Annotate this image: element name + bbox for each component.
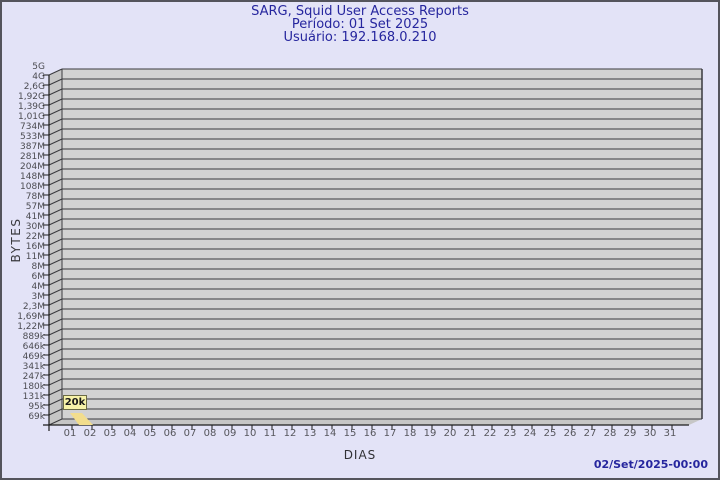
chart-user-subtitle: Usuário: 192.168.0.210 xyxy=(283,30,437,45)
x-tick-label: 18 xyxy=(403,428,417,439)
x-tick-label: 11 xyxy=(263,428,277,439)
y-tick-label: 469k xyxy=(22,352,45,362)
x-tick-label: 23 xyxy=(503,428,517,439)
y-tick-label: 646k xyxy=(22,342,45,352)
y-tick-label: 4M xyxy=(31,282,46,292)
y-tick-label: 204M xyxy=(20,162,45,172)
y-tick-label: 1,39G xyxy=(17,102,45,112)
y-tick-label: 78M xyxy=(25,192,45,202)
y-tick-label: 11M xyxy=(25,252,45,262)
x-tick-label: 06 xyxy=(163,428,177,439)
y-tick-label: 341k xyxy=(22,362,45,372)
y-tick-label: 3M xyxy=(31,292,46,302)
y-tick-label: 281M xyxy=(20,152,45,162)
x-tick-label: 15 xyxy=(343,428,357,439)
y-axis-title: BYTES xyxy=(9,217,23,263)
bar-value-label: 20k xyxy=(63,395,87,410)
x-tick-label: 22 xyxy=(483,428,497,439)
x-tick-label: 02 xyxy=(83,428,97,439)
x-tick-label: 03 xyxy=(103,428,117,439)
x-tick-label: 20 xyxy=(443,428,457,439)
x-axis-title: DIAS xyxy=(343,448,377,462)
y-tick-label: 95k xyxy=(28,402,45,412)
generated-timestamp: 02/Set/2025-00:00 xyxy=(593,458,708,471)
x-tick-label: 01 xyxy=(63,428,77,439)
x-tick-label: 12 xyxy=(283,428,297,439)
x-tick-label: 16 xyxy=(363,428,377,439)
y-tick-label: 734M xyxy=(20,122,45,132)
x-tick-label: 09 xyxy=(223,428,237,439)
y-tick-label: 1,92G xyxy=(17,92,45,102)
x-tick-label: 19 xyxy=(423,428,437,439)
x-tick-label: 17 xyxy=(383,428,397,439)
x-tick-label: 08 xyxy=(203,428,217,439)
chart-title: SARG, Squid User Access Reports xyxy=(251,4,469,19)
y-tick-label: 57M xyxy=(25,202,45,212)
y-tick-label: 148M xyxy=(20,172,45,182)
x-tick-label: 13 xyxy=(303,428,317,439)
x-tick-label: 05 xyxy=(143,428,157,439)
y-tick-label: 30M xyxy=(25,222,45,232)
chart-period-subtitle: Período: 01 Set 2025 xyxy=(291,17,429,32)
x-tick-label: 21 xyxy=(463,428,477,439)
y-tick-label: 2,3M xyxy=(22,302,45,312)
y-tick-label: 131k xyxy=(22,392,45,402)
y-tick-label: 889k xyxy=(22,332,45,342)
x-tick-label: 10 xyxy=(243,428,257,439)
x-tick-label: 29 xyxy=(623,428,637,439)
x-tick-label: 27 xyxy=(583,428,597,439)
x-tick-label: 26 xyxy=(563,428,577,439)
x-tick-label: 14 xyxy=(323,428,337,439)
x-tick-label: 25 xyxy=(543,428,557,439)
y-tick-label: 22M xyxy=(25,232,45,242)
y-tick-label: 6M xyxy=(31,272,46,282)
x-tick-label: 07 xyxy=(183,428,197,439)
y-tick-label: 1,22M xyxy=(17,322,45,332)
y-tick-label: 41M xyxy=(25,212,45,222)
y-tick-label: 387M xyxy=(20,142,45,152)
y-tick-label: 180k xyxy=(22,382,45,392)
y-tick-label: 247k xyxy=(22,372,45,382)
x-tick-label: 30 xyxy=(643,428,657,439)
y-tick-label: 533M xyxy=(20,132,45,142)
y-tick-label: 5G xyxy=(32,62,45,72)
x-tick-label: 04 xyxy=(123,428,137,439)
x-tick-label: 31 xyxy=(663,428,677,439)
y-tick-label: 1,69M xyxy=(17,312,45,322)
y-tick-label: 1,01G xyxy=(17,112,45,122)
x-tick-label: 28 xyxy=(603,428,617,439)
y-tick-label: 69k xyxy=(28,412,45,422)
y-tick-label: 16M xyxy=(25,242,45,252)
y-tick-label: 4G xyxy=(32,72,45,82)
y-tick-label: 2,6G xyxy=(23,82,45,92)
x-tick-label: 24 xyxy=(523,428,537,439)
y-tick-label: 8M xyxy=(31,262,46,272)
y-tick-label: 108M xyxy=(20,182,45,192)
